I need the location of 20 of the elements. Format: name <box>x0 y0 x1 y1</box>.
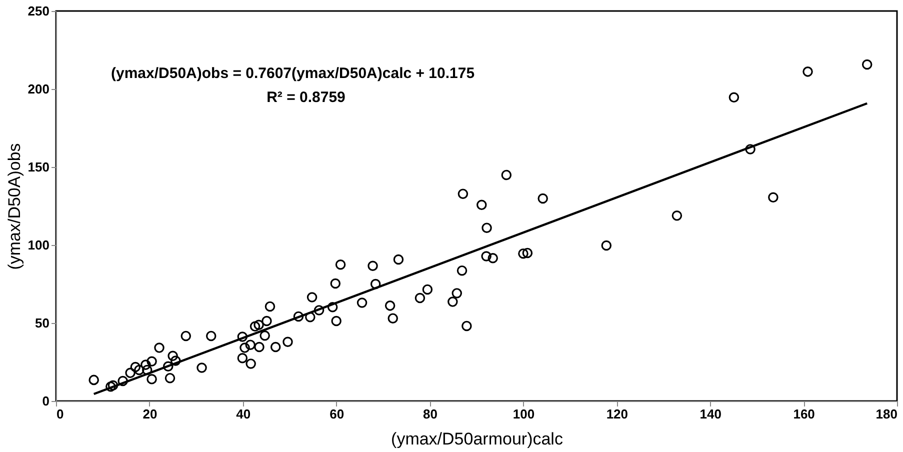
x-tick-label: 160 <box>793 406 815 422</box>
x-tick-label: 100 <box>512 406 535 422</box>
y-tick-label: 150 <box>28 160 50 174</box>
x-tick-label: 0 <box>56 406 64 422</box>
y-tick-label: 50 <box>35 316 50 330</box>
x-tick-label: 120 <box>606 406 628 422</box>
annotation: (ymax/D50A)obs = 0.7607(ymax/D50A)calc + 10.175 <box>111 65 475 82</box>
x-tick-label: 140 <box>700 406 722 422</box>
annotation: R² = 0.8759 <box>266 89 346 106</box>
x-tick-label: 80 <box>423 406 438 422</box>
y-tick-label: 250 <box>28 4 50 18</box>
x-tick-label: 20 <box>142 406 158 422</box>
x-tick-label: 60 <box>330 406 344 422</box>
y-tick-label: 200 <box>28 82 50 96</box>
x-tick-label: 40 <box>236 406 251 422</box>
y-axis-title: (ymax/D50A)obs <box>4 143 24 270</box>
y-tick-label: 100 <box>28 238 50 252</box>
x-tick-label: 180 <box>876 406 898 422</box>
x-axis-title: (ymax/D50armour)calc <box>391 430 564 448</box>
y-tick-label: 0 <box>42 394 50 408</box>
